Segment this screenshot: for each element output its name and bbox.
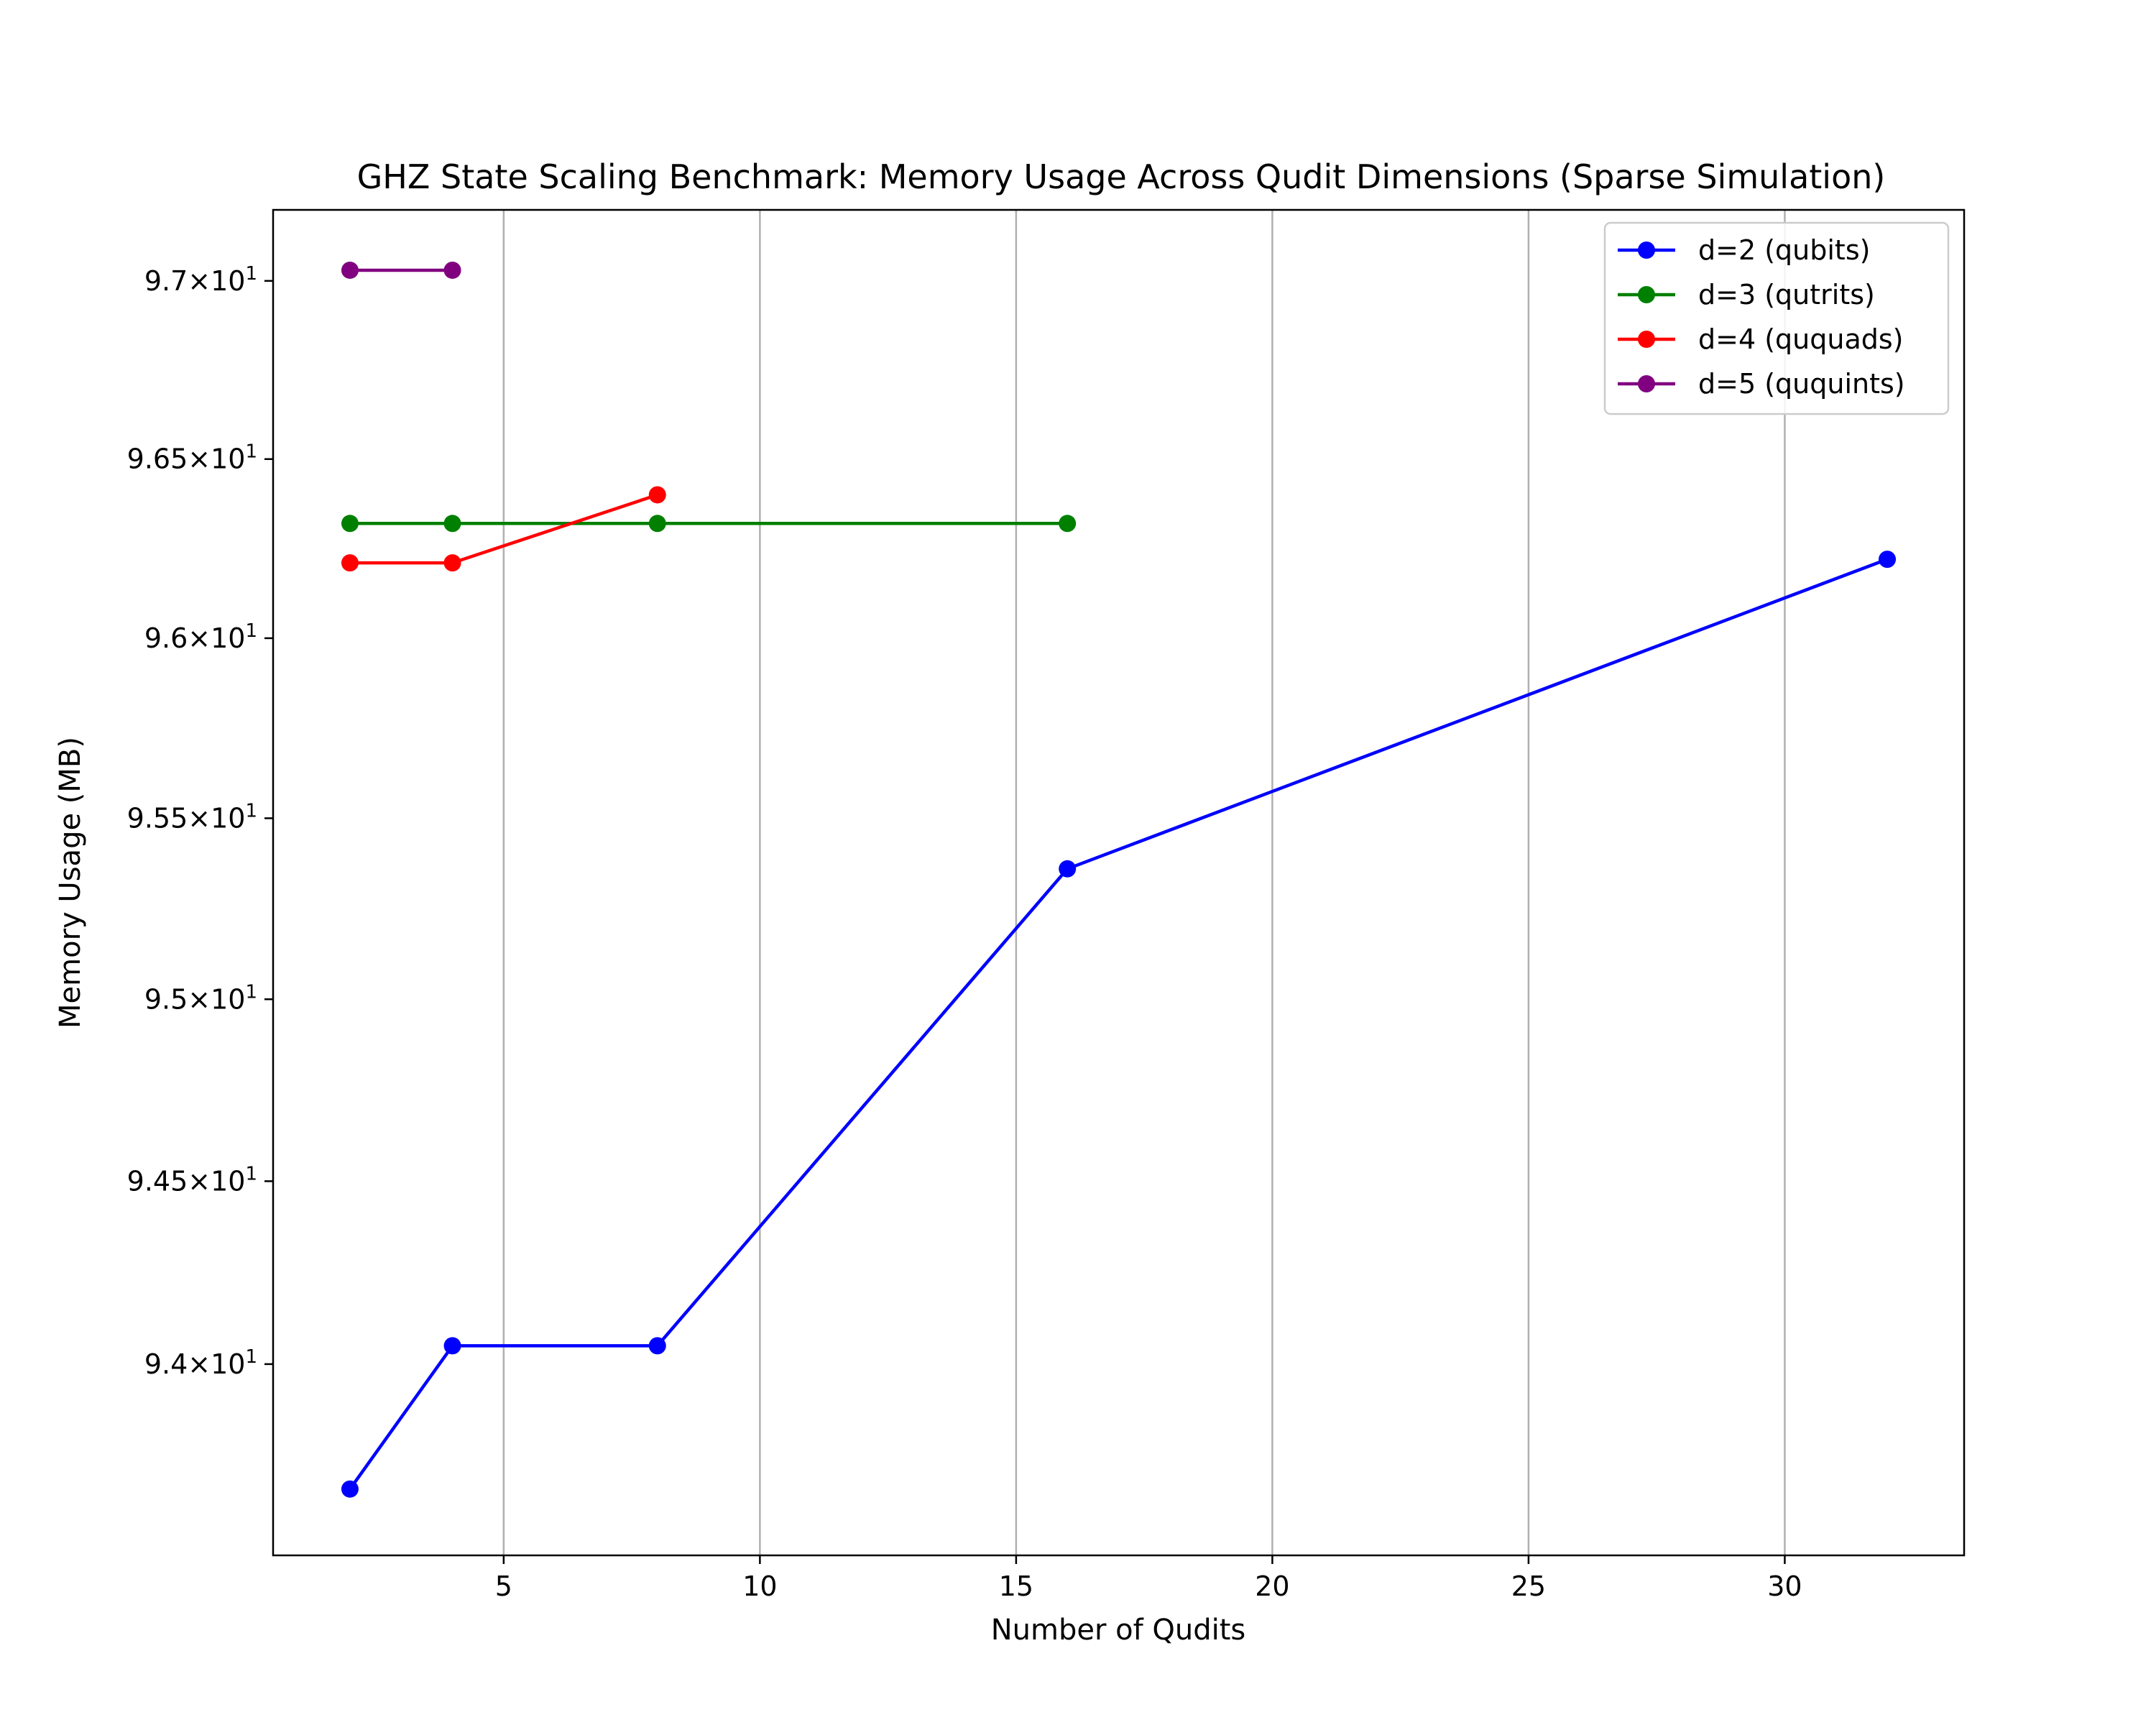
chart-title: GHZ State Scaling Benchmark: Memory Usag… xyxy=(357,157,1886,196)
legend-box xyxy=(1603,221,1950,415)
y-tick-mantissa: 9.65 xyxy=(127,443,188,475)
data-point xyxy=(648,486,666,504)
y-tick-exponent: 1 xyxy=(245,441,257,463)
series-4 xyxy=(341,261,461,279)
data-point xyxy=(648,1337,666,1355)
y-tick-times: × xyxy=(188,265,211,297)
y-tick-base: 10 xyxy=(211,983,245,1015)
y-tick-label: 9.45×101 xyxy=(127,1163,257,1197)
y-tick-exponent: 1 xyxy=(245,800,257,822)
x-tick-label: 5 xyxy=(495,1570,512,1602)
data-point xyxy=(341,515,359,533)
data-point xyxy=(443,554,461,572)
x-tick-label: 25 xyxy=(1511,1570,1546,1602)
legend-item: d=5 (ququints) xyxy=(1618,368,1905,400)
data-point xyxy=(648,515,666,533)
y-tick-base: 10 xyxy=(211,1348,245,1380)
legend-marker xyxy=(1638,375,1655,392)
y-tick-base: 10 xyxy=(211,622,245,654)
x-tick-label: 30 xyxy=(1767,1570,1802,1602)
series-2 xyxy=(341,515,1077,533)
y-tick-mantissa: 9.6 xyxy=(144,622,188,654)
legend-marker xyxy=(1638,331,1655,348)
y-tick-label: 9.55×101 xyxy=(127,800,257,834)
y-tick-label: 9.4×101 xyxy=(144,1346,257,1380)
legend-label: d=2 (qubits) xyxy=(1698,234,1870,266)
y-tick-times: × xyxy=(188,443,211,475)
legend-label: d=3 (qutrits) xyxy=(1698,279,1875,310)
data-point xyxy=(341,1480,359,1498)
y-tick-label: 9.6×101 xyxy=(144,620,257,654)
y-tick-exponent: 1 xyxy=(245,620,257,642)
y-tick-exponent: 1 xyxy=(245,981,257,1003)
y-tick-exponent: 1 xyxy=(245,263,257,285)
y-tick-exponent: 1 xyxy=(245,1346,257,1368)
y-tick-mantissa: 9.45 xyxy=(127,1165,188,1197)
y-tick-times: × xyxy=(188,1165,211,1197)
data-point xyxy=(1879,551,1897,569)
y-tick-base: 10 xyxy=(211,1165,245,1197)
data-point xyxy=(341,554,359,572)
x-axis-title: Number of Qudits xyxy=(991,1614,1246,1647)
data-point xyxy=(443,261,461,279)
y-tick-mantissa: 9.55 xyxy=(127,802,188,834)
legend: d=2 (qubits) d=3 (qutrits) d=4 (ququads) d=… xyxy=(1603,221,1950,415)
y-tick-base: 10 xyxy=(211,265,245,297)
legend-item: d=3 (qutrits) xyxy=(1618,279,1875,310)
y-axis: 9.4×1019.45×1019.5×1019.55×1019.6×1019.6… xyxy=(127,263,273,1380)
y-tick-times: × xyxy=(188,622,211,654)
legend-label: d=4 (ququads) xyxy=(1698,323,1903,355)
legend-item: d=4 (ququads) xyxy=(1618,323,1903,355)
data-point xyxy=(1059,860,1077,878)
x-tick-label: 15 xyxy=(999,1570,1033,1602)
y-tick-exponent: 1 xyxy=(245,1163,257,1184)
x-axis: 5 10 15 20 25 30 xyxy=(495,1555,1802,1602)
y-axis-title: Memory Usage (MB) xyxy=(54,737,87,1029)
y-tick-times: × xyxy=(188,802,211,834)
y-tick-label: 9.7×101 xyxy=(144,263,257,297)
x-tick-label: 20 xyxy=(1255,1570,1289,1602)
y-tick-mantissa: 9.5 xyxy=(144,983,188,1015)
data-point xyxy=(341,261,359,279)
plot-frame xyxy=(272,208,1966,1557)
legend-item: d=2 (qubits) xyxy=(1618,234,1870,266)
legend-label: d=5 (ququints) xyxy=(1698,368,1905,400)
grid-layer xyxy=(502,210,1786,1555)
y-tick-label: 9.65×101 xyxy=(127,441,257,475)
data-point xyxy=(443,1337,461,1355)
series-3 xyxy=(341,486,666,572)
y-tick-mantissa: 9.7 xyxy=(144,265,188,297)
data-point xyxy=(443,515,461,533)
data-point xyxy=(1059,515,1077,533)
y-tick-mantissa: 9.4 xyxy=(144,1348,188,1380)
series-layer xyxy=(341,261,1897,1498)
x-tick-label: 10 xyxy=(742,1570,777,1602)
y-tick-base: 10 xyxy=(211,802,245,834)
legend-marker xyxy=(1638,286,1655,303)
y-tick-times: × xyxy=(188,1348,211,1380)
legend-marker xyxy=(1638,242,1655,259)
y-tick-label: 9.5×101 xyxy=(144,981,257,1015)
y-tick-times: × xyxy=(188,983,211,1015)
y-tick-base: 10 xyxy=(211,443,245,475)
series-1 xyxy=(341,551,1897,1498)
